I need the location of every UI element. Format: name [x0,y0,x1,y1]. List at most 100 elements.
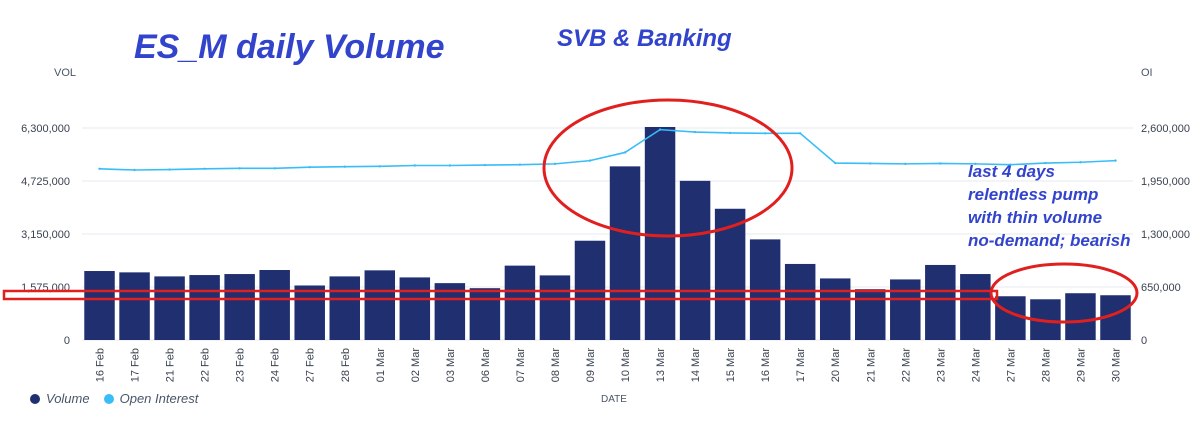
volume-bar[interactable] [925,264,956,340]
red-annotations [2,98,1139,324]
volume-bar[interactable] [224,274,255,340]
open-interest-point[interactable] [939,162,942,165]
x-tick-label: 16 Mar [760,348,772,383]
volume-bar[interactable] [609,166,641,340]
open-interest-point[interactable] [168,168,171,171]
volume-bar[interactable] [329,276,360,340]
x-tick-label: 20 Mar [830,348,842,383]
x-tick-label: 24 Feb [270,348,282,382]
y2-tick-label: 1,950,000 [1141,176,1190,188]
open-interest-point[interactable] [1009,163,1012,166]
volume-bar[interactable] [504,265,536,340]
y-tick-label: 3,150,000 [21,229,70,241]
x-tick-label: 30 Mar [1110,348,1122,383]
open-interest-point[interactable] [133,168,136,172]
gridlines [82,127,1133,341]
axes: VOL OI DATE 01,575,0003,150,0004,725,000… [21,67,1190,405]
open-interest-point[interactable] [974,162,977,166]
volume-bar[interactable] [364,270,396,340]
volume-bar[interactable] [539,275,571,340]
x-tick-label: 07 Mar [515,348,527,383]
x-tick-label: 23 Feb [235,348,247,382]
open-interest-point[interactable] [763,132,767,135]
open-interest-point[interactable] [343,165,346,168]
x-tick-label: 03 Mar [445,348,457,383]
x-tick-label: 27 Mar [1005,348,1017,383]
open-interest-point[interactable] [378,165,381,168]
volume-bar[interactable] [189,275,220,340]
x-tick-label: 23 Mar [935,348,947,383]
x-tick-label: 21 Feb [165,348,177,382]
open-interest-point[interactable] [869,162,872,165]
volume-bar[interactable] [469,288,501,340]
note-line: with thin volume [968,208,1103,227]
open-interest-point[interactable] [448,164,452,167]
volume-bar[interactable] [84,271,115,340]
volume-bar[interactable] [434,283,466,340]
legend-item-open-interest[interactable]: Open Interest [103,391,198,406]
open-interest-point[interactable] [693,130,697,134]
open-interest-point[interactable] [98,167,101,170]
open-interest-point[interactable] [658,128,662,131]
volume-bar[interactable] [960,274,991,340]
x-tick-label: 27 Feb [305,348,317,382]
x-tick-label: 10 Mar [620,348,632,383]
volume-bar[interactable] [1065,293,1096,340]
volume-legend-dot-icon [30,393,40,404]
volume-bar[interactable] [154,276,185,340]
volume-bar[interactable] [819,278,851,340]
x-tick-label: 15 Mar [725,348,737,383]
x-tick-label: 28 Feb [340,348,352,382]
legend-label-volume: Volume [46,391,90,406]
volume-bar[interactable] [749,239,781,340]
open-interest-point[interactable] [1044,161,1047,165]
open-interest-point[interactable] [1114,159,1117,162]
open-interest-point[interactable] [1079,161,1082,164]
volume-bar[interactable] [259,270,290,340]
x-tick-label: 28 Mar [1040,348,1052,383]
open-interest-point[interactable] [728,131,732,135]
open-interest-point[interactable] [623,151,627,154]
open-interest-point[interactable] [518,163,522,166]
open-interest-point[interactable] [273,167,276,170]
open-interest-point[interactable] [413,164,417,167]
open-interest-point[interactable] [834,161,837,165]
chart-annotation-title: ES_M daily Volume [134,28,445,66]
bearish-note-annotation: last 4 days relentless pump with thin vo… [968,160,1130,252]
x-tick-label: 16 Feb [95,348,107,382]
volume-bar[interactable] [784,263,816,340]
volume-bar[interactable] [119,272,150,340]
volume-bar[interactable] [644,126,676,340]
legend-item-volume[interactable]: Volume [30,391,90,406]
open-interest-point[interactable] [203,167,206,170]
open-interest-line[interactable] [99,128,1116,171]
y-axis-label: VOL [54,67,76,79]
note-line: last 4 days [968,162,1055,181]
x-tick-label: 09 Mar [585,348,597,383]
x-tick-label: 22 Mar [900,348,912,383]
volume-bar[interactable] [294,285,325,340]
open-interest-point[interactable] [588,159,592,162]
y-tick-label: 0 [64,335,70,347]
x-tick-label: 29 Mar [1075,348,1087,383]
note-line: relentless pump [968,185,1099,204]
open-interest-point[interactable] [308,165,311,169]
volume-bar[interactable] [890,279,921,340]
x-tick-label: 21 Mar [865,348,877,383]
open-interest-point[interactable] [904,162,907,166]
volume-bar[interactable] [855,289,886,340]
volume-bar[interactable] [399,277,431,340]
y-tick-label: 4,725,000 [21,176,70,188]
volume-bar[interactable] [679,180,711,340]
open-interest-point[interactable] [553,162,557,166]
y2-tick-label: 2,600,000 [1141,123,1190,135]
open-interest-point[interactable] [483,163,487,167]
x-axis-label: DATE [601,394,627,405]
open-interest-point[interactable] [238,167,241,170]
x-tick-label: 17 Feb [130,348,142,382]
x-tick-label: 01 Mar [375,348,387,383]
open-interest-point[interactable] [798,132,802,135]
volume-bar[interactable] [995,296,1026,340]
x-tick-label: 22 Feb [200,348,212,382]
y2-axis-label: OI [1141,67,1153,79]
